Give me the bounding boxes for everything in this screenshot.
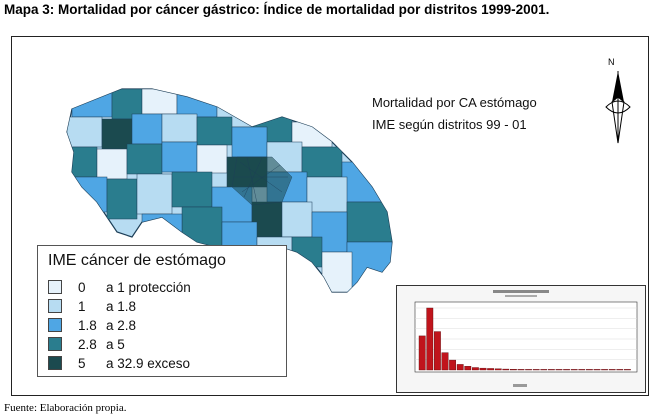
- histogram-bars: [415, 307, 637, 371]
- histogram-bar: [471, 367, 479, 371]
- histogram-bar: [509, 369, 517, 371]
- north-arrow-icon: [605, 71, 631, 144]
- map-title-line-2: IME según distritos 99 - 01: [372, 117, 527, 132]
- figure-heading: Mapa 3: Mortalidad por cáncer gástrico: …: [4, 2, 550, 17]
- histogram-bar: [578, 369, 586, 371]
- legend-swatch: [48, 299, 62, 313]
- map-legend: IME cáncer de estómago 0 a 1 protección …: [37, 245, 287, 377]
- histogram-bar: [532, 369, 540, 371]
- costa-rica-district-map: [66, 88, 393, 293]
- histogram-plot: [397, 286, 645, 392]
- legend-item: 0 a 1 protección: [48, 278, 191, 296]
- legend-swatch: [48, 356, 62, 370]
- histogram-bar: [547, 369, 555, 371]
- histogram-bar: [434, 331, 441, 371]
- histogram-gridlines: [415, 307, 637, 360]
- histogram-bar: [517, 369, 525, 371]
- histogram-bar: [456, 364, 464, 371]
- source-note: Fuente: Elaboración propia.: [4, 402, 127, 414]
- histogram-bar: [487, 368, 495, 371]
- legend-swatch: [48, 318, 62, 332]
- histogram-bar: [525, 369, 532, 371]
- map-title: Mortalidad por CA estómago IME según dis…: [372, 92, 537, 136]
- histogram-bar: [555, 369, 563, 371]
- histogram-bar: [479, 367, 487, 371]
- histogram-bar: [449, 359, 457, 371]
- histogram-bar: [502, 368, 510, 371]
- map-title-line-1: Mortalidad por CA estómago: [372, 95, 537, 110]
- histogram-bar: [570, 369, 578, 371]
- histogram-bar: [601, 369, 608, 371]
- legend-to: a 1 protección: [106, 279, 191, 295]
- histogram-bar: [540, 369, 548, 371]
- histogram-bar: [608, 369, 616, 371]
- histogram-x-axis-label-block: [513, 384, 527, 387]
- legend-item: 2.8 a 5: [48, 335, 125, 353]
- histogram-bar: [464, 366, 472, 371]
- histogram-bar: [585, 369, 593, 371]
- legend-from: 2.8: [78, 336, 97, 352]
- histogram-bar: [418, 335, 426, 371]
- inset-histogram: [396, 285, 646, 393]
- histogram-bar: [616, 369, 624, 371]
- legend-to: a 1.8: [106, 298, 137, 314]
- histogram-bar: [593, 369, 601, 371]
- histogram-bar: [563, 369, 570, 371]
- histogram-bar: [426, 307, 434, 371]
- legend-from: 5: [78, 355, 86, 371]
- histogram-bar: [441, 352, 449, 371]
- legend-swatch: [48, 280, 62, 294]
- legend-item: 1.8 a 2.8: [48, 316, 136, 334]
- legend-from: 1: [78, 298, 86, 314]
- legend-to: a 2.8: [106, 317, 137, 333]
- legend-item: 1 a 1.8: [48, 297, 136, 315]
- map-frame: Mortalidad por CA estómago IME según dis…: [11, 36, 649, 396]
- legend-title: IME cáncer de estómago: [48, 252, 226, 269]
- central-valley-dense-districts: [231, 156, 293, 206]
- histogram-subtitle-block: [505, 295, 537, 297]
- histogram-bar: [623, 369, 631, 371]
- legend-from: 0: [78, 279, 86, 295]
- histogram-title-block: [493, 290, 549, 293]
- legend-swatch: [48, 337, 62, 351]
- legend-to: a 5: [106, 336, 125, 352]
- legend-to: a 32.9 exceso: [106, 355, 191, 371]
- legend-from: 1.8: [78, 317, 97, 333]
- legend-item: 5 a 32.9 exceso: [48, 354, 190, 372]
- histogram-bar: [494, 368, 502, 371]
- north-label: N: [608, 57, 615, 67]
